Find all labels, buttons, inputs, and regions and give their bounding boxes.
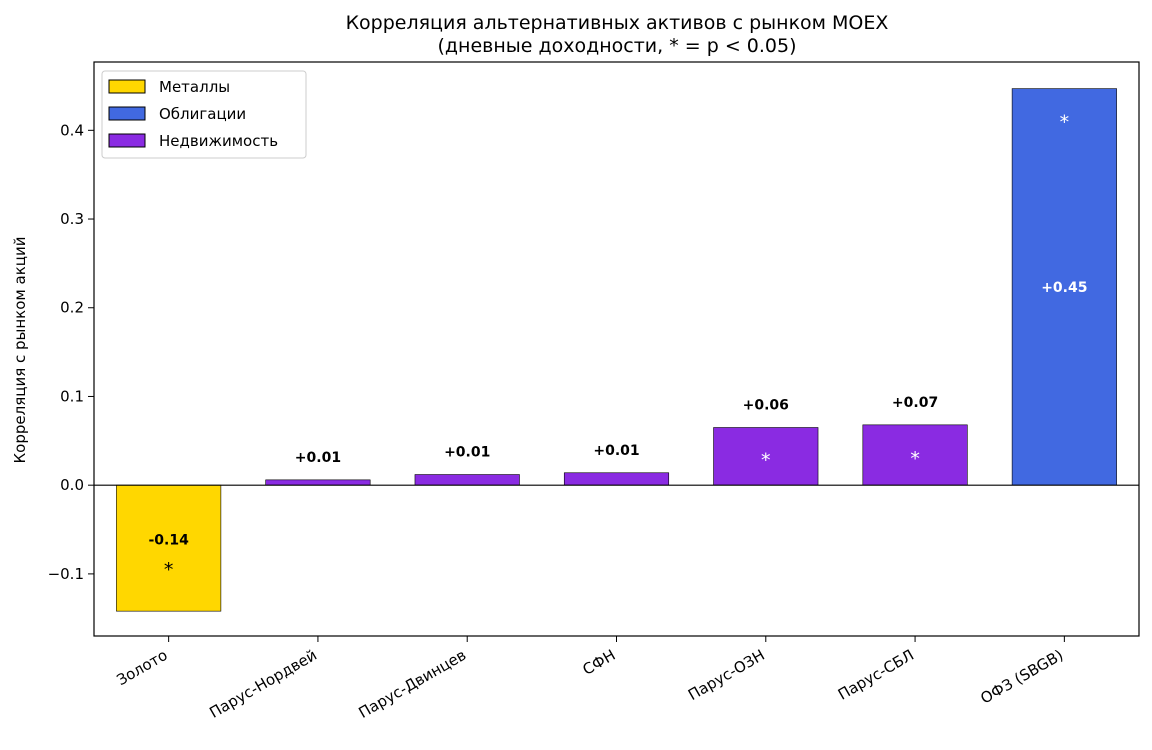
bar — [862, 424, 968, 486]
data-label: -0.14 — [148, 532, 189, 548]
legend-label: Металлы — [159, 78, 230, 96]
significance-star: * — [761, 449, 771, 471]
plot-frame — [93, 61, 1140, 637]
y-tick-label: 0.2 — [60, 299, 84, 317]
y-tick-label: 0.1 — [60, 387, 84, 405]
bars — [116, 88, 1117, 612]
legend-frame — [101, 70, 307, 159]
legend-label: Облигации — [159, 105, 246, 123]
data-label: +0.01 — [295, 450, 341, 466]
data-label: +0.45 — [1041, 280, 1087, 296]
x-tick-label: Золото — [114, 646, 171, 689]
y-axis-ticks: −0.1 0.0 0.1 0.2 0.3 0.4 — [48, 121, 94, 583]
bar — [563, 472, 670, 486]
x-tick-label: Парус-Нордвей — [206, 646, 320, 722]
data-label: +0.07 — [892, 395, 938, 411]
bar — [713, 427, 819, 486]
bar — [265, 479, 371, 486]
y-axis-label: Корреляция с рынком акций — [11, 237, 29, 464]
chart-title: Корреляция альтернативных активов с рынк… — [346, 12, 889, 34]
chart-subtitle: (дневные доходности, * = p < 0.05) — [437, 35, 796, 57]
x-tick-label: Парус-Двинцев — [355, 646, 469, 722]
y-tick-label: 0.0 — [60, 476, 84, 494]
y-tick-label: −0.1 — [48, 565, 84, 583]
data-label: +0.01 — [444, 445, 490, 461]
legend-swatch — [108, 133, 146, 148]
x-axis-ticks: Золото Парус-Нордвей Парус-Двинцев СФН Парус… — [114, 636, 1066, 722]
significance-star: * — [164, 559, 174, 581]
bar — [414, 474, 520, 486]
bar — [116, 484, 222, 612]
legend-swatch — [108, 79, 146, 94]
x-tick-label: Парус-СБЛ — [835, 646, 917, 704]
x-tick-label: СФН — [579, 646, 618, 679]
bar-annotations: -0.14 * +0.01 +0.01 +0.01 +0.06 * +0.07 * +0.45 * — [148, 112, 1087, 581]
x-tick-label: Парус-ОЗН — [685, 646, 768, 704]
bar — [1011, 88, 1117, 486]
data-label: +0.01 — [593, 443, 639, 459]
legend: Металлы Облигации Недвижимость — [101, 70, 307, 159]
y-tick-label: 0.4 — [60, 121, 84, 139]
significance-star: * — [910, 448, 920, 470]
legend-label: Недвижимость — [159, 132, 278, 150]
y-tick-label: 0.3 — [60, 210, 84, 228]
x-tick-label: ОФЗ (SBGB) — [977, 646, 1066, 708]
significance-star: * — [1060, 112, 1070, 134]
data-label: +0.06 — [743, 398, 789, 414]
legend-swatch — [108, 106, 146, 121]
